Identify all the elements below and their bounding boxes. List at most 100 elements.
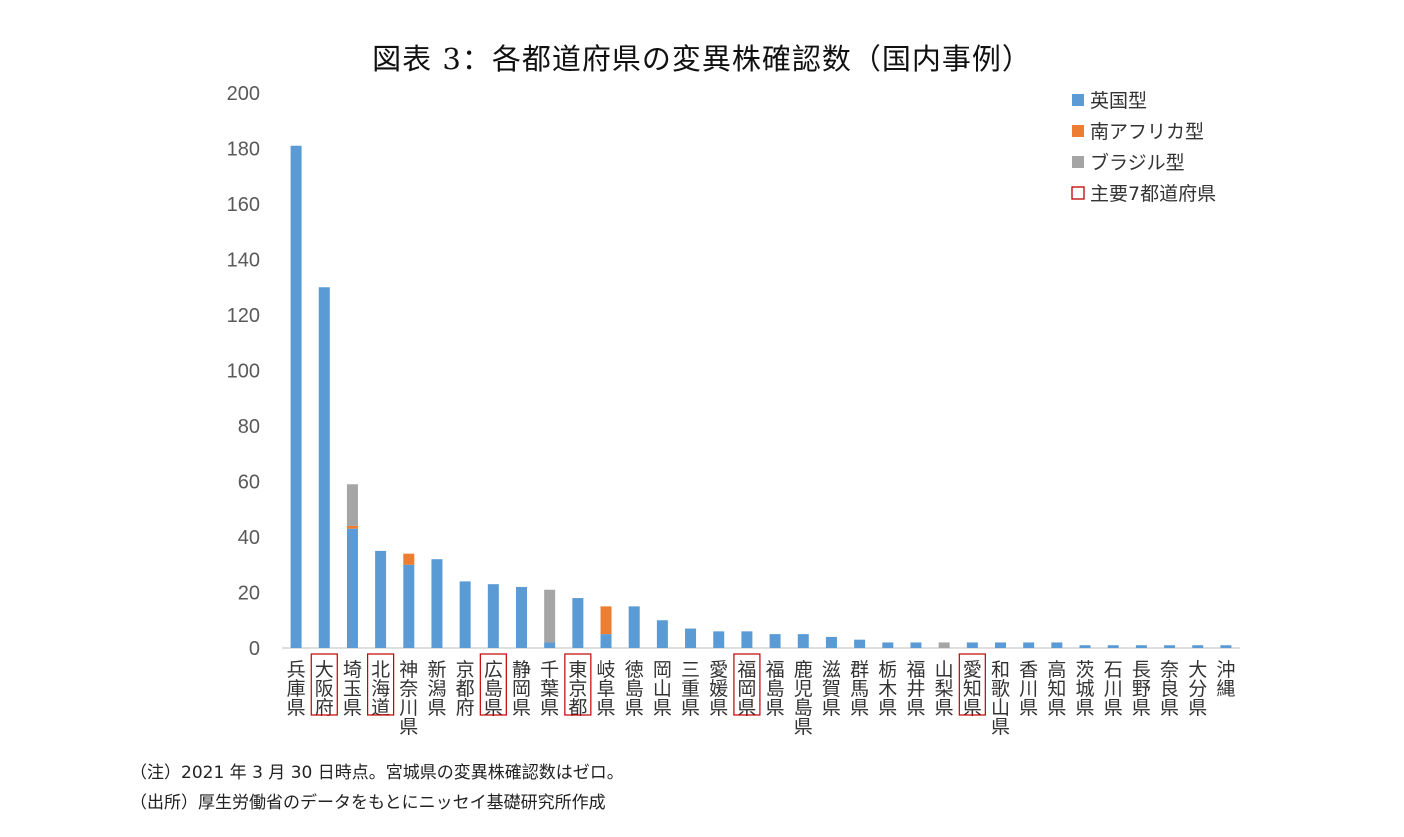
highlight-box: [733, 653, 761, 716]
y-tick-label: 80: [238, 416, 260, 438]
bar-segment: [769, 634, 781, 648]
x-axis-labels: 兵庫県大阪府埼玉県北海道神奈川県新潟県京都府広島県静岡県千葉県東京都岐阜県徳島県…: [287, 653, 1235, 738]
x-tick-label: 岡山県: [653, 659, 672, 719]
bar-segment: [797, 634, 809, 648]
x-tick-label: 奈良県: [1160, 659, 1179, 719]
x-tick-label: 石川県: [1104, 659, 1123, 719]
bar-segment: [825, 636, 837, 648]
bar-segment: [1051, 642, 1063, 648]
x-tick-label: 埼玉県: [343, 659, 362, 719]
y-tick-label: 180: [227, 139, 260, 161]
x-tick-label: 兵庫県: [287, 659, 306, 719]
bar-segment: [1107, 645, 1119, 648]
y-tick-label: 160: [227, 194, 260, 216]
x-tick-label: 栃木県: [878, 659, 897, 719]
bar-segment: [346, 528, 358, 648]
bar-segment: [882, 642, 894, 648]
y-tick-label: 40: [238, 527, 260, 549]
bar-segment: [1164, 645, 1176, 648]
bar-segment: [713, 631, 725, 648]
y-tick-label: 20: [238, 583, 260, 605]
bar-segment: [403, 553, 415, 565]
legend-label: ブラジル型: [1090, 151, 1185, 174]
x-tick-label: 愛媛県: [709, 659, 728, 719]
x-tick-label: 滋賀県: [822, 659, 841, 719]
bar-segment: [346, 484, 358, 526]
bar-segment: [854, 639, 866, 648]
y-tick-label: 60: [238, 472, 260, 494]
x-tick-label: 徳島県: [625, 659, 644, 719]
legend-marker: [1072, 156, 1084, 168]
highlight-box: [564, 653, 592, 716]
highlight-box: [367, 653, 395, 716]
y-tick-label: 100: [227, 361, 260, 383]
x-tick-label: 岐阜県: [597, 659, 616, 719]
x-tick-label: 神奈川県: [399, 659, 418, 738]
bar-segment: [1135, 645, 1147, 648]
x-tick-label: 千葉県: [540, 659, 559, 719]
x-tick-label: 沖縄: [1216, 659, 1235, 700]
bar-segment: [995, 642, 1006, 648]
highlight-box: [479, 653, 507, 716]
x-tick-label: 福岡県: [737, 659, 756, 719]
bar-segment: [544, 642, 556, 648]
x-tick-label: 群馬県: [850, 659, 869, 719]
y-tick-label: 200: [227, 83, 260, 105]
legend-label: 南アフリカ型: [1090, 121, 1204, 143]
x-tick-label: 香川県: [1019, 659, 1038, 719]
legend-marker: [1072, 94, 1084, 106]
bar-segment: [1220, 645, 1232, 648]
x-tick-label: 高知県: [1047, 659, 1066, 719]
x-tick-label: 京都府: [456, 659, 475, 719]
highlight-box: [310, 653, 338, 716]
bar-segment: [600, 606, 612, 635]
x-tick-label: 山梨県: [935, 659, 954, 719]
x-tick-label: 愛知県: [963, 659, 982, 719]
bar-segment: [572, 598, 584, 648]
x-tick-label: 大分県: [1188, 659, 1207, 719]
highlight-box: [958, 653, 986, 716]
bar-segment: [516, 586, 527, 648]
bars: [290, 145, 1232, 648]
legend-label: 英国型: [1090, 90, 1147, 112]
y-tick-label: 140: [227, 250, 260, 272]
x-tick-label: 茨城県: [1076, 659, 1095, 719]
x-tick-label: 北海道: [371, 659, 390, 719]
x-tick-label: 和歌山県: [991, 659, 1010, 738]
legend-marker: [1071, 186, 1085, 200]
bar-segment: [290, 145, 302, 648]
bar-segment: [318, 287, 330, 648]
bar-segment: [487, 584, 499, 648]
x-tick-label: 東京都: [568, 659, 587, 719]
bar-segment: [1079, 645, 1091, 648]
bar-segment: [656, 620, 668, 648]
x-tick-label: 静岡県: [512, 659, 531, 719]
bar-segment: [1192, 645, 1204, 648]
source-note: （出所）厚生労働省のデータをもとにニッセイ基礎研究所作成: [130, 793, 606, 813]
chart-title: 図表 3：各都道府県の変異株確認数（国内事例）: [372, 42, 1032, 76]
x-tick-label: 三重県: [681, 659, 700, 719]
x-tick-label: 福井県: [906, 659, 925, 719]
bar-segment: [431, 559, 443, 648]
bar-segment: [685, 628, 697, 648]
legend-label: 主要7都道府県: [1090, 183, 1216, 205]
y-tick-label: 120: [227, 305, 260, 327]
bar-segment: [600, 634, 612, 648]
bar-segment: [1023, 642, 1035, 648]
bar-segment: [403, 564, 415, 648]
bar-segment: [910, 642, 922, 648]
bar-segment: [346, 525, 358, 529]
x-tick-label: 広島県: [484, 659, 503, 719]
x-tick-label: 新潟県: [427, 659, 446, 719]
legend-marker: [1072, 125, 1084, 137]
bar-segment: [628, 606, 640, 648]
y-tick-label: 0: [249, 638, 260, 660]
x-tick-label: 長野県: [1132, 659, 1151, 719]
bar-segment: [375, 550, 387, 648]
bar-segment: [741, 631, 753, 648]
bar-segment: [938, 642, 950, 648]
bar-segment: [966, 642, 978, 648]
x-tick-label: 福島県: [766, 659, 785, 719]
